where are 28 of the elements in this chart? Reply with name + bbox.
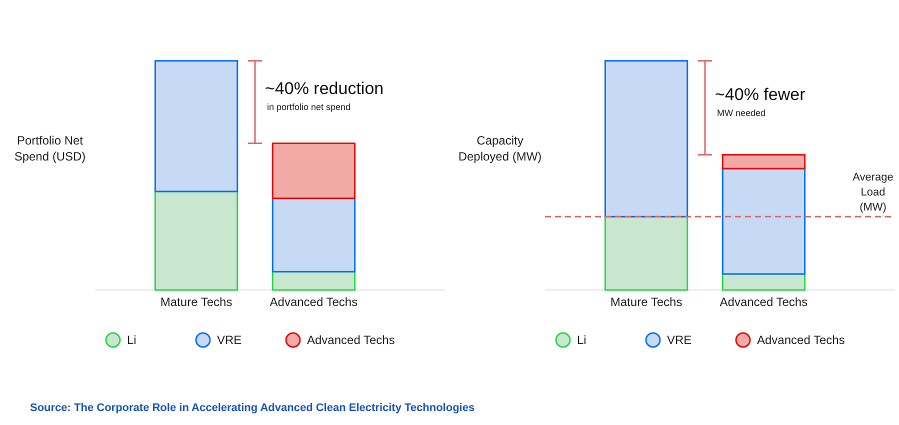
legend-label: Li	[127, 333, 136, 347]
bar	[604, 60, 688, 218]
legend-label: VRE	[217, 333, 242, 347]
ref-line-label: Average Load (MW)	[852, 172, 894, 214]
y-axis-title: Portfolio Net Spend (USD)	[14, 134, 86, 164]
legend-label: Li	[577, 333, 586, 347]
annotation: in portfolio net spend	[267, 102, 351, 112]
bar	[272, 270, 356, 291]
x-tick-label: Advanced Techs	[720, 295, 808, 309]
legend-label: Advanced Techs	[307, 333, 395, 347]
annotation: MW needed	[717, 108, 766, 118]
legend-label: Advanced Techs	[757, 333, 845, 347]
bar	[722, 154, 806, 170]
annotation: ~40% reduction	[265, 79, 384, 98]
x-tick-label: Advanced Techs	[270, 295, 358, 309]
bar	[272, 142, 356, 200]
y-axis-title: Capacity Deployed (MW)	[458, 134, 542, 164]
annotation: ~40% fewer	[715, 84, 806, 104]
bar	[604, 216, 688, 291]
legend-label: VRE	[667, 333, 692, 347]
bar	[722, 168, 806, 275]
source-note: Source: The Corporate Role in Accelerating Advanced Clean Electricity Technologies	[30, 402, 475, 414]
bar	[272, 198, 356, 272]
x-tick-label: Mature Techs	[160, 295, 232, 309]
bar	[722, 273, 806, 291]
bar	[154, 190, 238, 291]
x-tick-label: Mature Techs	[610, 295, 682, 309]
bar	[154, 60, 238, 192]
